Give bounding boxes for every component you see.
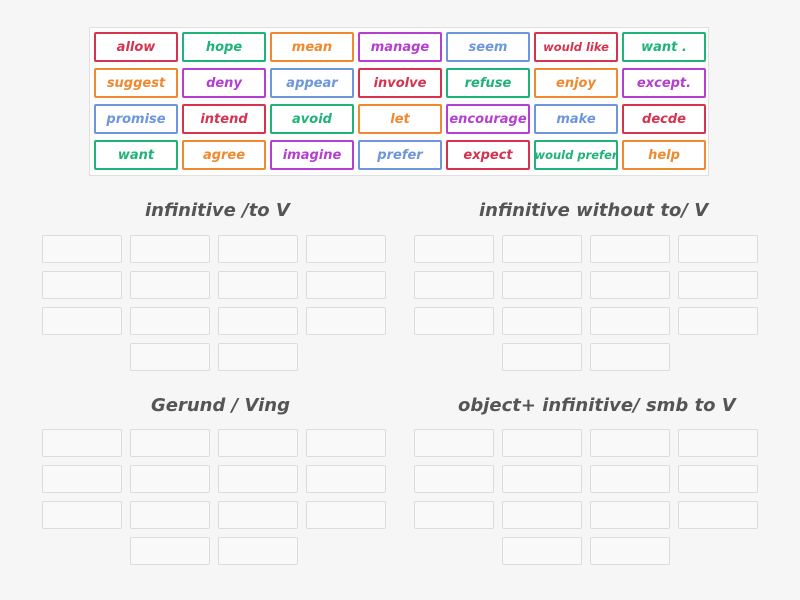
drop-slot-infinitive-to-v[interactable] <box>306 307 386 335</box>
drop-slot-infinitive-to-v[interactable] <box>218 235 298 263</box>
drop-slot-gerund[interactable] <box>218 501 298 529</box>
word-tile-avoid[interactable]: avoid <box>270 104 354 134</box>
drop-slot-object-infinitive[interactable] <box>590 429 670 457</box>
word-tile-manage[interactable]: manage <box>358 32 442 62</box>
drop-slot-infinitive-without-to[interactable] <box>590 271 670 299</box>
drop-slot-object-infinitive[interactable] <box>502 501 582 529</box>
drop-slot-object-infinitive[interactable] <box>678 465 758 493</box>
drop-slot-infinitive-to-v[interactable] <box>306 271 386 299</box>
drop-slot-gerund[interactable] <box>218 465 298 493</box>
word-tile-want[interactable]: want . <box>622 32 706 62</box>
drop-slot-infinitive-to-v[interactable] <box>42 307 122 335</box>
drop-slot-infinitive-without-to[interactable] <box>502 271 582 299</box>
word-tile-intend[interactable]: intend <box>182 104 266 134</box>
drop-slot-gerund[interactable] <box>42 501 122 529</box>
word-tile-encourage[interactable]: encourage <box>446 104 530 134</box>
drop-slot-gerund[interactable] <box>218 537 298 565</box>
drop-slot-infinitive-without-to[interactable] <box>678 307 758 335</box>
word-tile-would-prefer[interactable]: would prefer <box>534 140 618 170</box>
drop-slot-object-infinitive[interactable] <box>414 501 494 529</box>
drop-slot-infinitive-without-to[interactable] <box>590 235 670 263</box>
word-tile-involve[interactable]: involve <box>358 68 442 98</box>
word-tile-want[interactable]: want <box>94 140 178 170</box>
group-title-infinitive-to-v: infinitive /to V <box>145 200 290 221</box>
drop-slot-infinitive-to-v[interactable] <box>42 271 122 299</box>
drop-slot-object-infinitive[interactable] <box>678 501 758 529</box>
drop-slot-infinitive-to-v[interactable] <box>130 343 210 371</box>
drop-slot-gerund[interactable] <box>42 429 122 457</box>
drop-slot-infinitive-without-to[interactable] <box>414 235 494 263</box>
word-tile-imagine[interactable]: imagine <box>270 140 354 170</box>
drop-slot-object-infinitive[interactable] <box>502 429 582 457</box>
drop-slot-gerund[interactable] <box>130 465 210 493</box>
drop-slot-infinitive-to-v[interactable] <box>306 235 386 263</box>
drop-slot-object-infinitive[interactable] <box>414 429 494 457</box>
drop-slot-infinitive-without-to[interactable] <box>502 343 582 371</box>
word-tile-prefer[interactable]: prefer <box>358 140 442 170</box>
drop-slot-infinitive-without-to[interactable] <box>590 307 670 335</box>
word-tile-agree[interactable]: agree <box>182 140 266 170</box>
drop-slot-gerund[interactable] <box>130 501 210 529</box>
drop-slot-object-infinitive[interactable] <box>590 465 670 493</box>
drop-slot-infinitive-without-to[interactable] <box>502 235 582 263</box>
drop-slot-infinitive-without-to[interactable] <box>590 343 670 371</box>
drop-slot-infinitive-without-to[interactable] <box>678 235 758 263</box>
word-tile-hope[interactable]: hope <box>182 32 266 62</box>
word-tile-enjoy[interactable]: enjoy <box>534 68 618 98</box>
group-title-object-infinitive: object+ infinitive/ smb to V <box>458 395 736 416</box>
group-title-gerund: Gerund / Ving <box>151 395 290 416</box>
drop-slot-infinitive-to-v[interactable] <box>218 307 298 335</box>
drop-slot-infinitive-without-to[interactable] <box>414 271 494 299</box>
drop-slot-infinitive-without-to[interactable] <box>678 271 758 299</box>
word-tile-refuse[interactable]: refuse <box>446 68 530 98</box>
drop-slot-infinitive-to-v[interactable] <box>218 343 298 371</box>
word-tile-deny[interactable]: deny <box>182 68 266 98</box>
word-tile-appear[interactable]: appear <box>270 68 354 98</box>
word-tile-decde[interactable]: decde <box>622 104 706 134</box>
drop-slot-object-infinitive[interactable] <box>414 465 494 493</box>
drop-slot-object-infinitive[interactable] <box>502 537 582 565</box>
word-tile-let[interactable]: let <box>358 104 442 134</box>
drop-slot-object-infinitive[interactable] <box>678 429 758 457</box>
drop-slot-gerund[interactable] <box>218 429 298 457</box>
group-title-infinitive-without-to: infinitive without to/ V <box>479 200 709 221</box>
drop-slot-object-infinitive[interactable] <box>502 465 582 493</box>
word-tile-except[interactable]: except. <box>622 68 706 98</box>
drop-slot-infinitive-without-to[interactable] <box>414 307 494 335</box>
word-tile-suggest[interactable]: suggest <box>94 68 178 98</box>
word-tile-seem[interactable]: seem <box>446 32 530 62</box>
word-tile-expect[interactable]: expect <box>446 140 530 170</box>
drop-slot-object-infinitive[interactable] <box>590 537 670 565</box>
drop-slot-gerund[interactable] <box>306 429 386 457</box>
word-tile-promise[interactable]: promise <box>94 104 178 134</box>
drop-slot-object-infinitive[interactable] <box>590 501 670 529</box>
drop-slot-gerund[interactable] <box>306 465 386 493</box>
drop-slot-gerund[interactable] <box>130 429 210 457</box>
word-tile-help[interactable]: help <box>622 140 706 170</box>
drop-slot-infinitive-to-v[interactable] <box>130 235 210 263</box>
drop-slot-gerund[interactable] <box>306 501 386 529</box>
word-tile-allow[interactable]: allow <box>94 32 178 62</box>
drop-slot-infinitive-to-v[interactable] <box>42 235 122 263</box>
word-tile-mean[interactable]: mean <box>270 32 354 62</box>
drop-slot-infinitive-without-to[interactable] <box>502 307 582 335</box>
drop-slot-gerund[interactable] <box>130 537 210 565</box>
word-tile-would-like[interactable]: would like <box>534 32 618 62</box>
drop-slot-infinitive-to-v[interactable] <box>130 271 210 299</box>
drop-slot-infinitive-to-v[interactable] <box>218 271 298 299</box>
word-tile-make[interactable]: make <box>534 104 618 134</box>
drop-slot-infinitive-to-v[interactable] <box>130 307 210 335</box>
drop-slot-gerund[interactable] <box>42 465 122 493</box>
